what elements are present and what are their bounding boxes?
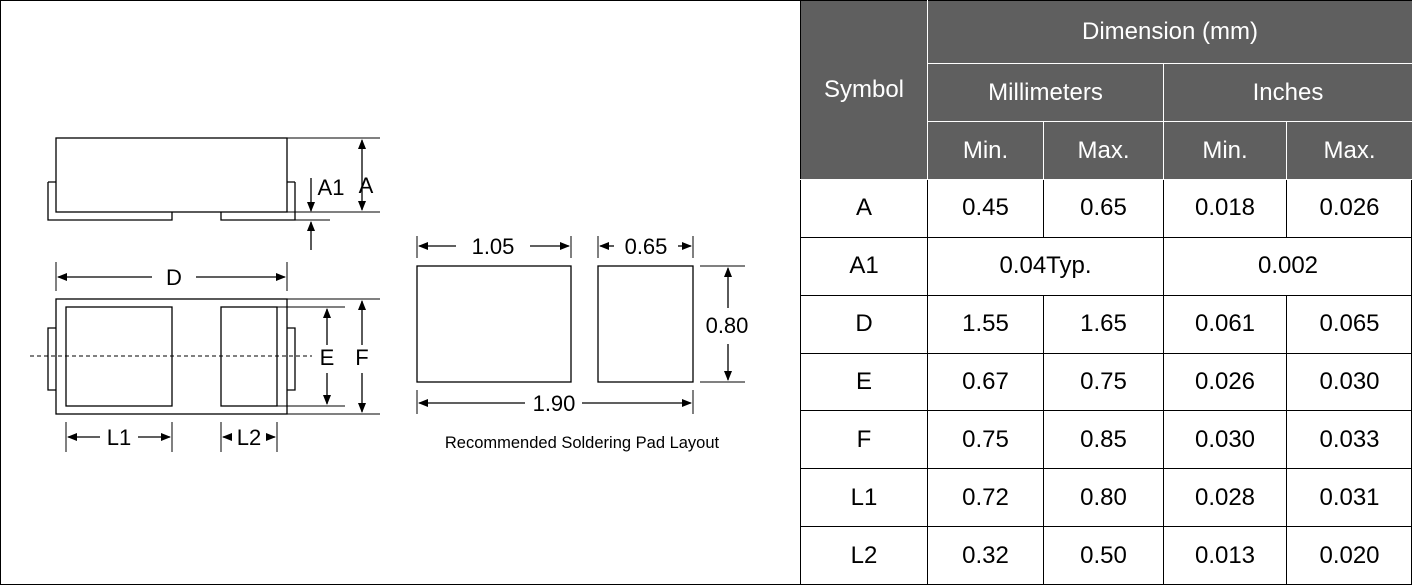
mm-min-cell: 0.45 <box>927 179 1044 238</box>
mm-min-cell: 0.32 <box>927 526 1044 585</box>
millimeters-header: Millimeters <box>927 63 1164 122</box>
in-typ-cell: 0.002 <box>1162 236 1412 296</box>
table-row: E 0.67 0.75 0.026 0.030 <box>800 352 1412 412</box>
in-min-header: Min. <box>1163 121 1287 180</box>
pad-layout-caption: Recommended Soldering Pad Layout <box>445 434 720 452</box>
mm-min-cell: 0.72 <box>927 468 1044 528</box>
mm-min-header: Min. <box>927 121 1044 180</box>
symbol-cell: A <box>800 179 928 238</box>
mm-min-cell: 0.75 <box>927 410 1044 470</box>
label-f: F <box>355 345 368 370</box>
in-max-cell: 0.033 <box>1285 410 1412 470</box>
mm-max-cell: 0.85 <box>1043 410 1164 470</box>
label-d: D <box>166 265 182 290</box>
table-row: A 0.45 0.65 0.018 0.026 <box>800 179 1412 238</box>
package-drawing: A A1 D E F L1 L2 1.05 0.65 0.80 1.90 Rec… <box>30 137 749 452</box>
table-row: D 1.55 1.65 0.061 0.065 <box>800 294 1412 354</box>
mm-min-cell: 1.55 <box>927 294 1044 354</box>
table-row: L1 0.72 0.80 0.028 0.031 <box>800 468 1412 528</box>
in-min-cell: 0.028 <box>1163 468 1287 528</box>
in-max-cell: 0.030 <box>1285 352 1412 412</box>
symbol-cell: F <box>800 410 928 470</box>
in-min-cell: 0.061 <box>1163 294 1287 354</box>
symbol-cell: A1 <box>800 236 928 296</box>
in-max-cell: 0.026 <box>1285 179 1412 238</box>
symbol-cell: L1 <box>800 468 928 528</box>
pad-layout <box>416 236 745 414</box>
in-min-cell: 0.013 <box>1163 526 1287 585</box>
symbol-header: Symbol <box>800 0 928 180</box>
dimension-table: Symbol Dimension (mm) Millimeters Inches… <box>800 0 1412 585</box>
mm-max-cell: 0.75 <box>1043 352 1164 412</box>
label-a1: A1 <box>318 175 345 200</box>
table-row: L2 0.32 0.50 0.013 0.020 <box>800 526 1412 585</box>
table-row: A1 0.04Typ. 0.002 <box>800 236 1412 296</box>
pad-width-left-label: 1.05 <box>472 234 515 259</box>
pad-width-right-label: 0.65 <box>625 234 668 259</box>
top-view <box>30 262 380 452</box>
in-min-cell: 0.026 <box>1163 352 1287 412</box>
mm-typ-cell: 0.04Typ. <box>927 236 1164 296</box>
mm-max-cell: 0.80 <box>1043 468 1164 528</box>
symbol-cell: E <box>800 352 928 412</box>
mm-max-cell: 1.65 <box>1043 294 1164 354</box>
in-max-cell: 0.031 <box>1285 468 1412 528</box>
in-max-cell: 0.065 <box>1285 294 1412 354</box>
dimension-header: Dimension (mm) <box>926 0 1412 64</box>
mm-max-header: Max. <box>1043 121 1164 180</box>
label-a: A <box>359 173 374 198</box>
mm-max-cell: 0.50 <box>1043 526 1164 585</box>
table-row: F 0.75 0.85 0.030 0.033 <box>800 410 1412 470</box>
label-e: E <box>320 345 335 370</box>
pad-total-width-label: 1.90 <box>533 391 576 416</box>
symbol-cell: D <box>800 294 928 354</box>
inches-header: Inches <box>1162 63 1412 122</box>
mm-max-cell: 0.65 <box>1043 179 1164 238</box>
mm-min-cell: 0.67 <box>927 352 1044 412</box>
in-max-header: Max. <box>1285 121 1412 180</box>
in-max-cell: 0.020 <box>1285 526 1412 585</box>
in-min-cell: 0.030 <box>1163 410 1287 470</box>
in-min-cell: 0.018 <box>1163 179 1287 238</box>
label-l1: L1 <box>107 425 131 450</box>
symbol-cell: L2 <box>800 526 928 585</box>
label-l2: L2 <box>237 425 261 450</box>
side-view <box>47 137 380 250</box>
pad-height-label: 0.80 <box>706 313 749 338</box>
